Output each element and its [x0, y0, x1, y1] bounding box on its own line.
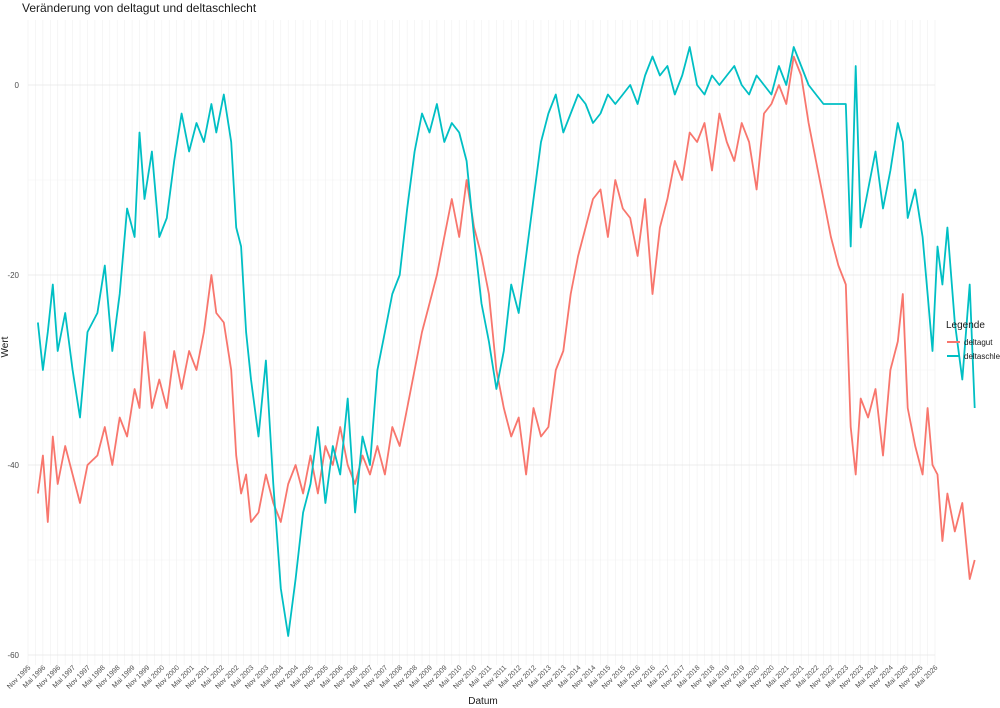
- chart-title: Veränderung von deltagut und deltaschlec…: [22, 1, 257, 15]
- y-tick-labels: 0 -20 -40 -60: [7, 81, 19, 660]
- series-lines: [37, 46, 976, 637]
- legend-title: Legende: [946, 320, 985, 331]
- y-tick-label: 0: [15, 81, 20, 90]
- y-axis-title: Wert: [0, 336, 11, 357]
- series-line-deltagut: [37, 55, 976, 580]
- x-axis-title: Datum: [468, 696, 497, 707]
- legend: Legende deltagut deltaschlecht: [946, 320, 1000, 361]
- y-tick-label: -40: [7, 461, 19, 470]
- y-tick-label: -20: [7, 271, 19, 280]
- y-tick-label: -60: [7, 651, 19, 660]
- series-line-deltaschlecht: [37, 46, 976, 637]
- grid: [27, 20, 936, 665]
- legend-label-deltaschlecht: deltaschlecht: [964, 352, 1000, 361]
- legend-label-deltagut: deltagut: [964, 338, 993, 347]
